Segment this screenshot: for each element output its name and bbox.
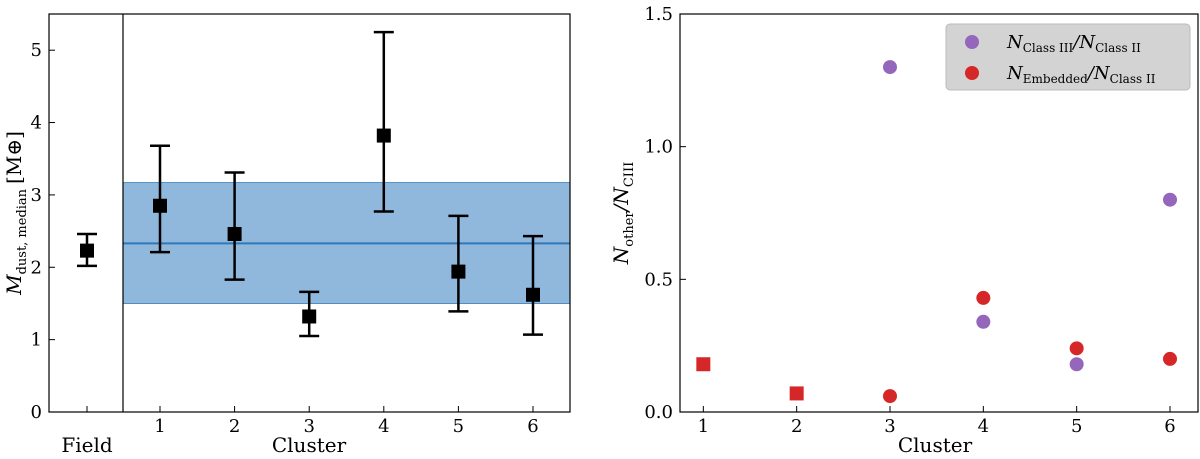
- series-1-point: [883, 389, 897, 404]
- series-1-point: [976, 290, 991, 305]
- left-x-ticks: 1 2 3 4 5 6: [86, 406, 539, 437]
- series-0-point: [1069, 357, 1084, 372]
- legend-embedded-sub1: Embedded: [1023, 72, 1088, 86]
- legend-box: [945, 23, 1191, 91]
- legend: NClass III/NClass II NEmbedded/NClass II: [945, 23, 1191, 91]
- legend-marker-embedded: [965, 66, 979, 80]
- legend-class-iii-main: N: [1006, 32, 1024, 53]
- cluster-marker: [302, 309, 317, 324]
- confidence-band: [122, 182, 571, 304]
- data-points: [696, 60, 1177, 404]
- right-ylabel-main: N: [609, 245, 633, 265]
- left-panel: 0 1 2 3 4 5 1 2 3 4 5 6 Field Cluster Mdust, media…: [2, 13, 571, 457]
- series-2-point: [789, 386, 804, 401]
- x-tick-label: 3: [884, 416, 895, 437]
- right-y-ticks: 0.0 0.5 1.0 1.5: [644, 4, 686, 423]
- y-tick-label: 0.5: [644, 269, 673, 290]
- legend-label-class-iii: NClass III/NClass II: [1006, 32, 1141, 55]
- x-tick-label: 5: [453, 416, 464, 437]
- right-xlabel: Cluster: [898, 433, 973, 457]
- series-0-point: [1163, 192, 1177, 207]
- series-0-point: [976, 314, 991, 329]
- right-ylabel-sub2: CIII: [622, 162, 637, 187]
- left-ylabel-sub: dust, median: [15, 188, 30, 274]
- x-tick-label: 5: [1071, 416, 1082, 437]
- x-tick-label: 2: [229, 416, 240, 437]
- legend-class-iii-mid: /N: [1071, 32, 1096, 53]
- cluster-marker: [451, 264, 466, 279]
- y-tick-label: 1.5: [644, 4, 673, 25]
- x-tick-label: 3: [303, 416, 314, 437]
- right-ylabel-mid: /N: [609, 186, 633, 214]
- x-tick-label: 2: [791, 416, 802, 437]
- y-tick-label: 1: [31, 330, 42, 351]
- cluster-marker: [227, 226, 242, 241]
- cluster-marker: [526, 287, 540, 302]
- right-ylabel-sub1: other: [622, 211, 637, 247]
- y-tick-label: 4: [31, 113, 42, 134]
- legend-label-embedded: NEmbedded/NClass II: [1006, 63, 1156, 86]
- errorbars: [77, 30, 543, 338]
- series-0-point: [883, 60, 897, 75]
- x-tick-label: 6: [527, 416, 538, 437]
- y-tick-label: 5: [31, 40, 42, 61]
- legend-class-iii-sub2: Class II: [1095, 41, 1141, 55]
- x-tick-label: 1: [698, 416, 709, 437]
- legend-embedded-main: N: [1006, 63, 1024, 84]
- right-ylabel: Nother/NCIII: [609, 162, 637, 265]
- legend-marker-class-iii: [965, 35, 979, 49]
- x-tick-label: 1: [154, 416, 165, 437]
- y-tick-label: 2: [31, 257, 42, 278]
- x-tick-label: 4: [378, 416, 389, 437]
- legend-embedded-sub2: Class II: [1110, 72, 1156, 86]
- y-tick-label: 0: [31, 402, 42, 423]
- left-xlabel-field: Field: [61, 433, 113, 457]
- series-1-point: [1069, 341, 1084, 356]
- series-2-point: [696, 357, 711, 372]
- legend-class-iii-sub1: Class III: [1023, 41, 1074, 55]
- x-tick-label: 6: [1164, 416, 1175, 437]
- markers: [80, 128, 540, 324]
- left-ylabel-main: M: [2, 274, 26, 296]
- left-ylabel: Mdust, median [M⊕]: [2, 131, 30, 296]
- y-tick-label: 0.0: [644, 402, 673, 423]
- right-plot-frame: [679, 13, 1199, 413]
- series-1-point: [1163, 351, 1177, 366]
- left-y-ticks: 0 1 2 3 4 5: [31, 40, 55, 423]
- x-tick-label: 4: [978, 416, 989, 437]
- y-tick-label: 1.0: [644, 137, 673, 158]
- right-x-ticks: 1 2 3 4 5 6: [698, 406, 1176, 437]
- cluster-marker: [376, 128, 391, 143]
- cluster-marker: [153, 198, 167, 213]
- legend-embedded-mid: /N: [1086, 63, 1111, 84]
- left-ylabel-unit: [M⊕]: [2, 131, 26, 184]
- left-xlabel-cluster: Cluster: [272, 433, 347, 457]
- field-marker: [80, 243, 94, 258]
- y-tick-label: 3: [31, 185, 42, 206]
